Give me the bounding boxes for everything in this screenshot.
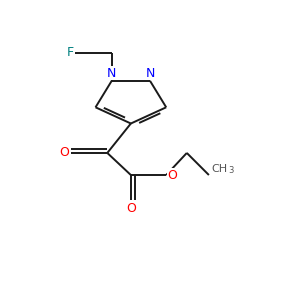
Text: O: O (126, 202, 136, 214)
Text: F: F (66, 46, 74, 59)
Text: 3: 3 (228, 167, 233, 176)
Text: CH: CH (212, 164, 228, 174)
Text: N: N (107, 67, 116, 80)
Text: O: O (59, 146, 69, 159)
Text: N: N (145, 67, 155, 80)
Text: O: O (168, 169, 178, 182)
